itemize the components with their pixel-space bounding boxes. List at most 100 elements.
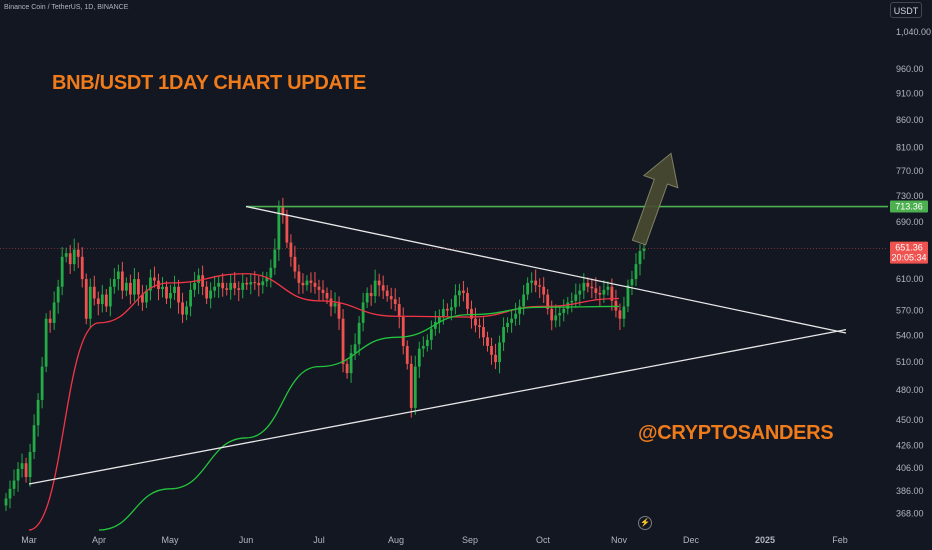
candle-body xyxy=(56,286,60,303)
candle-body xyxy=(124,282,128,291)
candle-body xyxy=(249,282,253,285)
y-tick-label: 1,040.00 xyxy=(896,27,931,37)
x-tick-label: Dec xyxy=(683,535,700,545)
candle-body xyxy=(241,282,245,290)
y-tick-label: 480.00 xyxy=(896,385,924,395)
candle-body xyxy=(345,363,349,374)
candle-body xyxy=(112,279,116,287)
candle-body xyxy=(301,282,305,286)
candle-body xyxy=(562,308,566,313)
x-tick-label: Nov xyxy=(611,535,628,545)
candle-body xyxy=(437,316,441,323)
candle-body xyxy=(502,327,505,343)
candle-body xyxy=(421,345,425,349)
candle-body xyxy=(518,306,522,314)
y-tick-label: 910.00 xyxy=(896,89,924,99)
candle-body xyxy=(369,292,373,297)
candle-body xyxy=(209,290,213,299)
y-tick-label: 610.00 xyxy=(896,274,924,284)
candle-body xyxy=(233,282,237,289)
candle-body xyxy=(116,271,120,280)
candle-body xyxy=(373,280,377,297)
candle-body xyxy=(357,322,361,345)
candle-body xyxy=(425,339,429,346)
currency-button[interactable]: USDT xyxy=(890,2,922,18)
lightning-icon[interactable]: ⚡ xyxy=(638,516,652,530)
candle-body xyxy=(449,307,453,311)
candle-body xyxy=(213,286,217,291)
candle-body xyxy=(4,498,8,506)
candle-body xyxy=(72,249,76,265)
candle-body xyxy=(173,286,176,293)
candle-body xyxy=(257,282,261,286)
x-tick-label: Aug xyxy=(388,535,404,545)
candle-body xyxy=(12,480,16,489)
candle-body xyxy=(221,282,225,289)
candle-body xyxy=(321,289,325,293)
y-tick-label: 386.00 xyxy=(896,486,924,496)
candle-body xyxy=(554,315,558,321)
candle-body xyxy=(285,215,289,243)
candle-body xyxy=(329,298,333,307)
candle-body xyxy=(494,354,497,363)
candle-body xyxy=(377,280,381,286)
candle-body xyxy=(80,256,84,280)
candle-body xyxy=(401,317,405,346)
candle-body xyxy=(490,345,493,355)
y-tick-label: 960.00 xyxy=(896,64,924,74)
candle-body xyxy=(68,253,72,265)
y-tick-label: 570.00 xyxy=(896,306,924,316)
candle-body xyxy=(534,280,538,286)
candle-body xyxy=(454,295,457,308)
x-tick-label: Sep xyxy=(462,535,478,545)
candle-body xyxy=(514,313,517,319)
x-tick-label: Mar xyxy=(21,535,37,545)
candle-body xyxy=(610,286,614,301)
resistance-price-tag xyxy=(890,200,928,213)
candle-body xyxy=(100,294,104,305)
y-tick-label: 730.00 xyxy=(896,191,924,201)
last-price-tag xyxy=(890,241,928,264)
candle-body xyxy=(417,348,421,367)
x-tick-label: May xyxy=(161,535,179,545)
candle-body xyxy=(177,286,180,303)
candle-body xyxy=(478,325,481,328)
candle-body xyxy=(24,463,28,478)
candle-body xyxy=(498,342,501,363)
candle-body xyxy=(237,288,241,290)
candle-body xyxy=(506,322,509,328)
candle-body xyxy=(88,286,92,319)
candle-body xyxy=(297,271,301,283)
candle-body xyxy=(265,277,269,282)
y-tick-label: 406.00 xyxy=(896,463,924,473)
candle-body xyxy=(133,279,136,295)
candle-body xyxy=(594,288,598,293)
resistance-price-tag-text: 713.36 xyxy=(895,202,923,212)
candle-body xyxy=(108,286,112,307)
candle-body xyxy=(273,249,277,268)
candle-body xyxy=(566,302,570,309)
y-tick-label: 510.00 xyxy=(896,357,924,367)
candle-body xyxy=(76,249,80,257)
candle-body xyxy=(630,279,634,286)
candle-body xyxy=(385,290,389,297)
last-price-tag-text: 651.36 xyxy=(895,243,923,253)
y-tick-label: 426.00 xyxy=(896,440,924,450)
candle-body xyxy=(309,280,313,283)
candle-body xyxy=(522,294,526,307)
y-tick-label: 860.00 xyxy=(896,115,924,125)
candle-body xyxy=(353,344,357,354)
candle-body xyxy=(193,282,196,290)
x-tick-label: Apr xyxy=(92,535,106,545)
candle-body xyxy=(201,275,205,287)
candle-body xyxy=(225,288,229,290)
candle-body xyxy=(205,286,209,299)
candle-body xyxy=(253,282,257,284)
candle-body xyxy=(20,463,24,469)
candle-body xyxy=(602,289,606,295)
candle-body xyxy=(305,280,309,286)
candle-body xyxy=(606,286,610,290)
author-handle: @CRYPTOSANDERS xyxy=(638,422,834,444)
